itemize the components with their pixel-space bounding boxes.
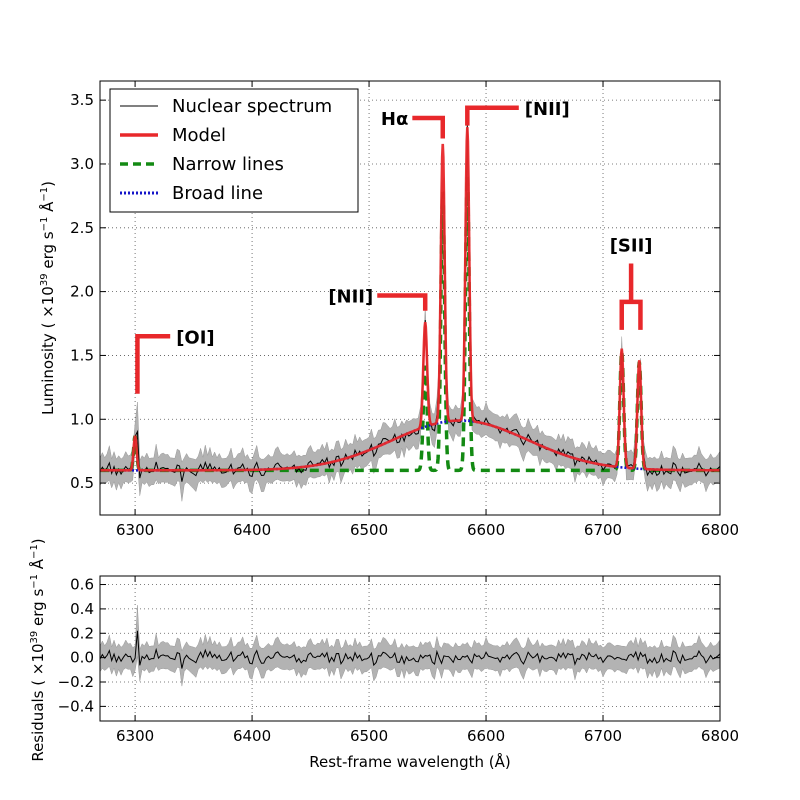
legend-label-1: Model [172,125,226,146]
residuals-curve [100,630,720,669]
residuals-data [100,605,720,687]
spectrum-x-tick-label: 6700 [584,521,622,539]
annotation-label-1: [NII] [328,286,373,307]
legend: Nuclear spectrum Model Narrow lines Broad l… [109,88,359,213]
legend-label-3: Broad line [172,183,263,204]
residuals-x-tick-label: 6400 [233,727,271,745]
spectrum-x-tick-label: 6600 [467,521,505,539]
residuals-y-tick-label: 0.0 [70,649,94,667]
annotation-label-0: [OI] [176,327,214,348]
residuals-x-tick-label: 6600 [467,727,505,745]
spectrum-panel: [OI] [NII] Hα [NII] [SII] 6300 6400 6500 6600 67… [38,80,739,539]
line-annotations: [OI] [NII] Hα [NII] [SII] [135,99,653,394]
spectrum-y-tick-label: 2.0 [70,283,94,301]
spectrum-data [100,111,720,502]
residuals-y-tick-label: 0.2 [70,624,94,642]
legend-label-0: Nuclear spectrum [172,96,332,117]
spectrum-x-tick-label: 6400 [233,521,271,539]
annotation-bracket-3 [465,105,519,126]
spectrum-ticks: 6300 6400 6500 6600 6700 6800 0.5 1.0 1.5 2.0 2.5 3… [70,81,739,539]
spectrum-y-tick-label: 1.0 [70,410,94,428]
x-axis-label: Rest-frame wavelength (Å) [309,752,510,771]
spectrum-plot-frame [99,80,721,516]
residuals-y-tick-label: −0.2 [58,673,94,691]
model-curve [100,127,720,472]
residuals-error-band [100,605,720,687]
residuals-ticks: 6300 6400 6500 6600 6700 6800 −0.4 −0.2 0.0 0.2 0.… [58,576,740,745]
residuals-x-tick-label: 6300 [116,727,154,745]
annotation-bracket-4 [619,263,643,330]
residuals-x-tick-label: 6700 [584,727,622,745]
residuals-x-tick-label: 6500 [350,727,388,745]
legend-label-2: Narrow lines [172,154,284,175]
spectrum-y-tick-label: 2.5 [70,219,94,237]
spectrum-y-axis-label: Luminosity ( ×1039 erg s−1 Å−1) [38,181,57,415]
spectrum-x-tick-label: 6800 [701,521,739,539]
spectrum-y-tick-label: 1.5 [70,346,94,364]
residuals-panel: 6300 6400 6500 6600 6700 6800 −0.4 −0.2 0.0 0.2 0.… [28,538,739,771]
residuals-y-tick-label: 0.4 [70,600,94,618]
annotation-label-3: [NII] [525,99,570,120]
annotation-bracket-0 [135,334,171,394]
annotation-label-2: Hα [381,109,408,130]
annotation-bracket-2 [412,115,446,139]
spectrum-y-tick-label: 3.5 [70,91,94,109]
legend-box [109,88,359,213]
spectrum-y-tick-label: 0.5 [70,474,94,492]
residuals-x-tick-label: 6800 [701,727,739,745]
spectrum-x-tick-label: 6500 [350,521,388,539]
annotation-bracket-1 [377,293,428,311]
spectrum-y-tick-label: 3.0 [70,155,94,173]
spectrum-error-band [100,111,720,502]
residuals-y-tick-label: −0.4 [58,697,94,715]
residuals-y-tick-label: 0.6 [70,576,94,594]
annotation-label-4: [SII] [610,236,653,257]
spectrum-x-tick-label: 6300 [116,521,154,539]
residuals-plot-frame [99,575,721,722]
residuals-y-axis-label: Residuals ( ×1039 erg s−1 Å−1) [28,538,47,761]
